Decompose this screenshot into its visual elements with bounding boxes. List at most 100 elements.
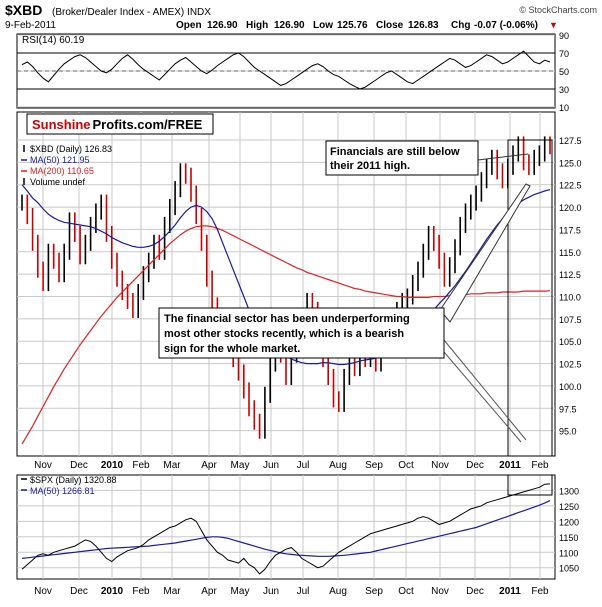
price-y-tick-label: 120.0: [559, 203, 582, 213]
spx-legend-item: MA(50) 1266.81: [30, 486, 95, 496]
price-legend-item: MA(200) 110.65: [30, 166, 94, 176]
chart-date: 9-Feb-2011: [5, 20, 56, 31]
price-y-tick-label: 110.0: [559, 293, 581, 303]
price-y-axis: 127.5 125.0 122.5 120.0 117.5 115.0 112.5 110.0…: [559, 136, 582, 437]
rsi-y-tick-label: 30: [559, 85, 569, 95]
mid-callout-line-down-2: [443, 351, 522, 443]
chg-label: Chg: [451, 20, 470, 31]
price-y-tick-label: 97.5: [559, 404, 577, 414]
highlight-rectangle: [507, 139, 553, 457]
spx-x-tick-label: Jul: [297, 586, 310, 597]
spx-x-tick-label: Feb: [531, 586, 549, 597]
rsi-panel: 90 70 50 30 10 RSI(14) 60.19: [16, 31, 569, 113]
rsi-y-axis: 90 70 50 30 10: [559, 31, 569, 113]
spx-y-tick-label: 1150: [559, 533, 578, 543]
price-y-tick-label: 107.5: [559, 315, 582, 325]
spx-price-line: [21, 483, 551, 575]
price-x-tick-label: Apr: [201, 460, 217, 471]
logo-box: [26, 113, 214, 135]
watermark: © StockCharts.com: [519, 5, 597, 15]
spx-x-tick-label: 2010: [101, 586, 124, 597]
chg-down-arrow-icon: ▼: [549, 20, 558, 30]
rsi-y-tick-label: 70: [559, 49, 569, 59]
price-legend-item: MA(50) 121.95: [30, 155, 90, 165]
spx-x-tick-label: Feb: [132, 586, 150, 597]
price-y-tick-label: 127.5: [559, 136, 582, 146]
price-legend-item: $XBD (Daily) 126.83: [30, 144, 112, 154]
close-value: 126.83: [408, 20, 439, 31]
price-y-tick-label: 105.0: [559, 337, 582, 347]
spx-y-axis: 1300 1250 1200 1150 1100 1050: [559, 486, 579, 573]
price-x-tick-label: Jul: [297, 460, 310, 471]
spx-x-tick-label: Oct: [398, 586, 414, 597]
spx-x-tick-label: Sep: [365, 586, 383, 597]
spx-x-tick-label: Nov: [431, 586, 449, 597]
mid-callout-pointer-up: [439, 183, 531, 323]
price-x-tick-label: Jun: [263, 460, 279, 471]
low-value: 125.76: [337, 20, 368, 31]
spx-x-tick-label: Dec: [70, 586, 88, 597]
price-x-tick-label: Aug: [329, 460, 347, 471]
mid-annotation-box: [158, 307, 445, 359]
spx-ma50-line: [21, 500, 551, 559]
price-y-tick-label: 102.5: [559, 360, 582, 370]
spx-y-tick-label: 1200: [559, 517, 579, 527]
price-y-tick-label: 122.5: [559, 181, 582, 191]
price-x-tick-label: Feb: [132, 460, 150, 471]
spx-x-tick-label: Apr: [201, 586, 217, 597]
spx-x-tick-label: Aug: [329, 586, 347, 597]
price-y-tick-label: 125.0: [559, 158, 582, 168]
rsi-gridlines: [17, 34, 555, 108]
open-label: Open: [176, 20, 202, 31]
spx-gridlines: [17, 475, 555, 579]
price-y-tick-label: 112.5: [559, 270, 581, 280]
price-y-tick-label: 117.5: [559, 225, 581, 235]
chg-value: -0.07 (-0.06%): [474, 20, 538, 31]
price-x-tick-label: Nov: [34, 460, 52, 471]
price-y-tick-label: 115.0: [559, 248, 581, 258]
spx-y-tick-label: 1050: [559, 564, 579, 574]
price-x-tick-label: Oct: [398, 460, 414, 471]
spx-panel-frame: [16, 474, 556, 580]
mid-annotation-line3: sign for the whole market.: [164, 343, 300, 355]
rsi-y-tick-label: 90: [559, 31, 569, 41]
spx-x-tick-label: Nov: [34, 586, 52, 597]
price-legend-item: Volume undef: [30, 177, 86, 187]
mid-annotation-line1: The financial sector has been underperfo…: [164, 313, 410, 325]
logo: Sunshine Profits.com/FREE: [32, 117, 203, 132]
price-y-tick-label: 100.0: [559, 382, 582, 392]
open-value: 126.90: [207, 20, 238, 31]
logo-part-sunshine: Sunshine: [32, 117, 91, 132]
spx-panel: 1300 1250 1200 1150 1100 1050 $SPX (Daily) 13…: [16, 474, 579, 580]
top-annotation-line1: Financials are still below: [330, 146, 460, 158]
price-x-tick-label: May: [231, 460, 250, 471]
rsi-y-tick-label: 50: [559, 67, 569, 77]
price-x-tick-label: 2010: [101, 460, 124, 471]
spx-y-tick-label: 1100: [559, 548, 578, 558]
price-x-axis: Nov Dec 2010 Feb Mar Apr May Jun Jul Aug Sep Oct Nov…: [34, 460, 549, 471]
spx-y-tick-label: 1300: [559, 486, 579, 496]
spx-legend-item: $SPX (Daily) 1320.88: [30, 475, 117, 485]
top-callout-line: [477, 153, 529, 161]
symbol-title: $XBD: [5, 2, 42, 18]
close-label: Close: [376, 20, 404, 31]
spx-x-tick-label: Mar: [163, 586, 181, 597]
high-label: High: [246, 20, 268, 31]
spx-x-axis: Nov Dec 2010 Feb Mar Apr May Jun Jul Aug Sep Oct Nov…: [34, 586, 549, 597]
spx-y-tick-label: 1250: [559, 502, 579, 512]
spx-x-tick-label: 2011: [499, 586, 521, 597]
price-x-tick-label: Feb: [531, 460, 549, 471]
symbol-description: (Broker/Dealer Index - AMEX) INDX: [52, 7, 211, 18]
price-x-tick-label: Mar: [163, 460, 181, 471]
top-annotation-line2: their 2011 high.: [330, 160, 410, 172]
spx-x-tick-label: Jun: [263, 586, 279, 597]
price-x-tick-label: Dec: [466, 460, 484, 471]
mid-annotation-line2: most other stocks recently, which is a b…: [164, 328, 404, 340]
rsi-y-tick-label: 10: [559, 103, 569, 113]
price-x-tick-label: 2011: [499, 460, 521, 471]
rsi-line: [21, 50, 551, 90]
